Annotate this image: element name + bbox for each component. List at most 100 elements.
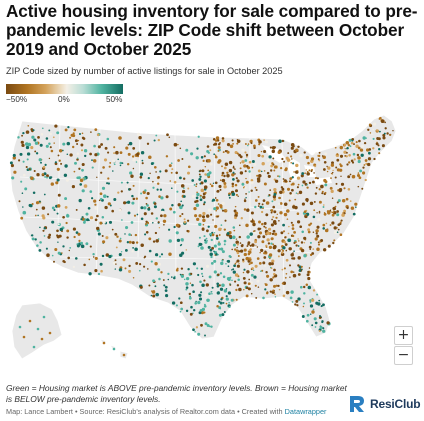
zip-dot — [250, 273, 254, 277]
zip-dot — [223, 228, 226, 231]
zip-dot — [159, 255, 161, 258]
zip-dot — [278, 220, 280, 222]
zip-dot — [300, 248, 305, 253]
zip-dot — [183, 278, 186, 281]
zip-dot — [211, 200, 214, 202]
zip-dot — [250, 189, 253, 192]
zip-dot — [216, 291, 220, 295]
zip-dot — [143, 265, 146, 268]
zip-dot — [264, 226, 267, 229]
zip-dot — [312, 248, 315, 250]
zip-dot — [22, 335, 26, 339]
zip-dot — [199, 169, 202, 172]
zip-dot — [160, 196, 164, 200]
zip-dot — [231, 184, 235, 188]
zip-dot — [281, 268, 284, 271]
zip-dot — [303, 292, 306, 295]
zip-dot — [257, 153, 261, 158]
zip-dot — [113, 197, 117, 202]
zip-dot — [203, 185, 208, 189]
zip-dot — [210, 235, 212, 237]
zip-dot — [185, 309, 189, 313]
zip-dot — [268, 245, 273, 250]
zip-dot — [21, 134, 24, 137]
zip-dot — [320, 184, 324, 189]
zip-dot — [263, 170, 266, 172]
zip-dot — [265, 291, 269, 295]
zip-dot — [252, 230, 255, 233]
zip-dot — [153, 139, 156, 142]
zip-dot — [289, 276, 291, 278]
zip-dot — [303, 254, 307, 258]
zoom-in-button[interactable]: + — [394, 326, 413, 345]
zip-dot — [295, 163, 299, 168]
us-map[interactable] — [0, 107, 424, 379]
zip-dot — [107, 182, 111, 185]
zip-dot — [185, 148, 189, 152]
zip-dot — [252, 222, 256, 227]
zip-dot — [302, 305, 305, 308]
resiclub-logo: ResiClub — [348, 393, 421, 417]
zip-dot — [257, 286, 260, 288]
zip-dot — [179, 301, 183, 305]
zip-dot — [239, 171, 244, 175]
zip-dot — [223, 174, 226, 178]
zip-dot — [233, 209, 237, 213]
map-area[interactable] — [0, 107, 424, 379]
zip-dot — [247, 242, 250, 246]
zip-dot — [199, 175, 202, 179]
zip-dot — [297, 256, 301, 260]
zip-dot — [76, 158, 79, 161]
zip-dot — [309, 201, 314, 206]
zip-dot — [191, 283, 194, 287]
zip-dot — [305, 197, 309, 202]
zip-dot — [132, 247, 135, 249]
datawrapper-link[interactable]: Datawrapper — [284, 407, 327, 416]
zip-dot — [76, 152, 80, 155]
zip-dot — [213, 232, 216, 234]
zip-dot — [223, 243, 226, 246]
zip-dot — [83, 149, 88, 153]
zip-dot — [312, 308, 315, 311]
zip-dot — [257, 235, 261, 239]
zip-dot — [330, 163, 335, 167]
zip-dot — [197, 135, 200, 138]
zip-dot — [157, 238, 160, 240]
zip-dot — [256, 279, 260, 283]
zip-dot — [332, 241, 335, 245]
zip-dot — [230, 298, 234, 302]
zip-dot — [92, 253, 95, 256]
zip-dot — [270, 209, 274, 212]
zip-dot — [382, 136, 386, 140]
zip-dot — [239, 242, 242, 244]
zip-dot — [135, 197, 139, 200]
zip-dot — [266, 238, 270, 242]
zip-dot — [281, 248, 283, 251]
zip-dot — [378, 152, 381, 155]
zip-dot — [349, 173, 352, 176]
zip-dot — [247, 143, 250, 145]
zip-dot — [322, 327, 325, 330]
zip-dot — [54, 247, 58, 252]
zip-dot — [104, 205, 108, 210]
zip-dot — [159, 188, 163, 191]
zoom-out-button[interactable]: − — [394, 346, 413, 365]
zip-dot — [357, 146, 361, 150]
zip-dot — [81, 136, 85, 140]
zip-dot — [168, 239, 172, 243]
zip-dot — [94, 153, 98, 157]
zip-dot — [219, 272, 223, 275]
zip-dot — [265, 246, 268, 248]
zip-dot — [82, 178, 85, 180]
zip-dot — [228, 194, 231, 197]
zip-dot — [112, 170, 114, 172]
zip-dot — [235, 214, 238, 217]
zip-dot — [228, 305, 231, 309]
zip-dot — [224, 219, 227, 222]
zip-dot — [159, 170, 162, 173]
zip-dot — [195, 203, 200, 208]
zip-dot — [33, 138, 37, 142]
zip-dot — [217, 146, 221, 150]
zip-dot — [282, 249, 285, 252]
zip-dot — [291, 257, 294, 260]
